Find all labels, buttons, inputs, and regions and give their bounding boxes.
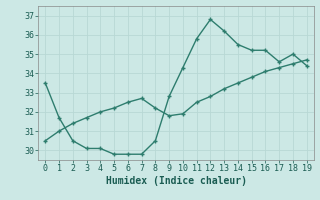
X-axis label: Humidex (Indice chaleur): Humidex (Indice chaleur) [106,176,246,186]
